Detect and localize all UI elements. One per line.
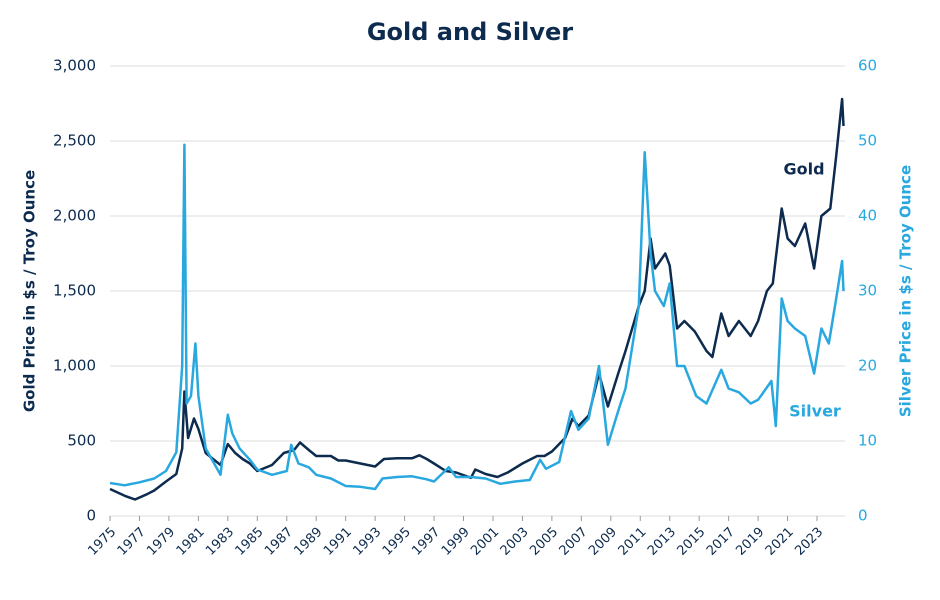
y-tick-label: 3,000 <box>53 57 96 75</box>
x-tick-label: 1987 <box>262 525 296 559</box>
x-tick-label: 2007 <box>557 525 591 559</box>
x-tick-label: 1983 <box>203 525 237 559</box>
x-tick-label: 2013 <box>645 525 679 559</box>
x-tick-label: 1997 <box>409 525 443 559</box>
y-tick-label: 0 <box>86 507 96 525</box>
series-line <box>109 97 845 501</box>
y2-tick-label: 60 <box>858 57 877 75</box>
x-tick-label: 1991 <box>321 525 355 559</box>
x-tick-label: 2005 <box>527 525 561 559</box>
y2-tick-label: 30 <box>858 282 877 300</box>
x-tick-label: 2015 <box>674 525 708 559</box>
x-tick-label: 1999 <box>439 525 473 559</box>
y-axis-label: Gold Price in $s / Troy Ounce <box>21 170 39 412</box>
y2-tick-label: 0 <box>858 507 868 525</box>
x-tick-label: 2023 <box>792 525 826 559</box>
x-tick-label: 1985 <box>233 525 267 559</box>
x-tick-label: 2021 <box>763 525 797 559</box>
legend-label: Silver <box>789 402 841 421</box>
x-tick-label: 2001 <box>468 525 502 559</box>
y2-tick-label: 50 <box>858 132 877 150</box>
x-tick-label: 2003 <box>498 525 532 559</box>
y2-tick-label: 10 <box>858 432 877 450</box>
x-tick-label: 1989 <box>292 525 326 559</box>
y-tick-label: 1,000 <box>53 357 96 375</box>
series-line <box>109 143 845 491</box>
y-tick-label: 2,500 <box>53 132 96 150</box>
x-tick-label: 2019 <box>733 525 767 559</box>
y-tick-label: 2,000 <box>53 207 96 225</box>
legend-label: Gold <box>783 160 824 179</box>
y2-tick-label: 40 <box>858 207 877 225</box>
x-tick-label: 1993 <box>350 525 384 559</box>
x-tick-label: 1977 <box>115 525 149 559</box>
x-tick-label: 1975 <box>85 525 119 559</box>
x-tick-label: 1981 <box>174 525 208 559</box>
x-tick-label: 2009 <box>586 525 620 559</box>
x-tick-label: 1995 <box>380 525 414 559</box>
x-tick-label: 1979 <box>144 525 178 559</box>
y2-axis-label: Silver Price in $s / Troy Ounce <box>897 165 915 417</box>
x-tick-label: 2011 <box>616 525 650 559</box>
y-tick-label: 500 <box>67 432 96 450</box>
y-tick-label: 1,500 <box>53 282 96 300</box>
x-tick-label: 2017 <box>704 525 738 559</box>
y2-tick-label: 20 <box>858 357 877 375</box>
chart-title: Gold and Silver <box>367 18 573 46</box>
